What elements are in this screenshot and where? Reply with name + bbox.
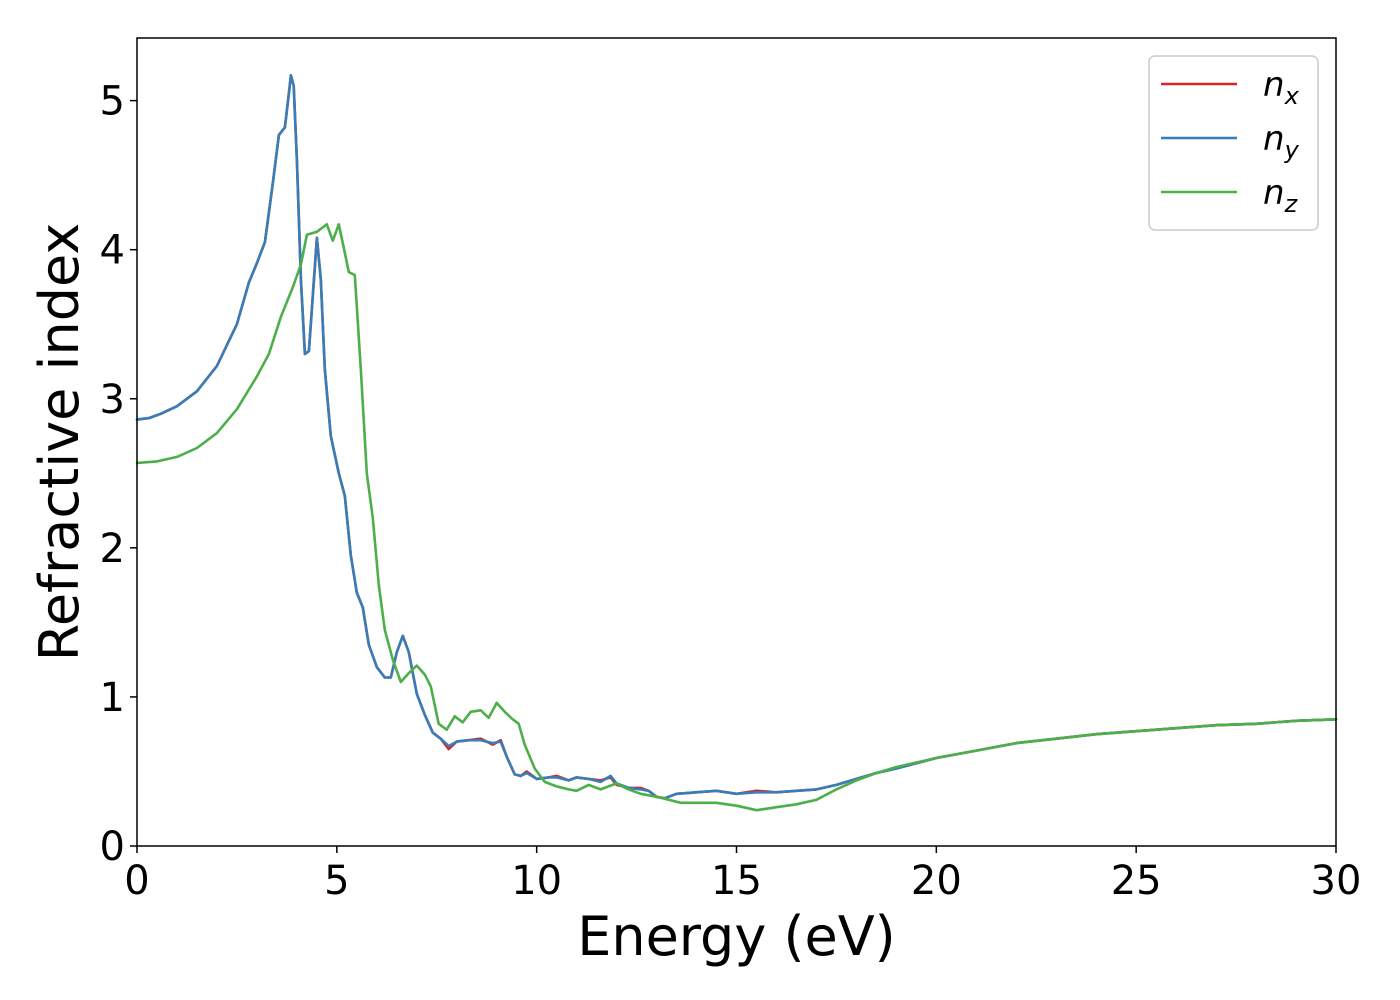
series-line-y [135,74,1338,800]
series-line-z [135,223,1338,812]
legend-label-subscript: y [1284,136,1300,164]
legend-label-main: n [1263,65,1285,105]
legend-label-x: nx [1263,65,1300,110]
x-axis-title: Energy (eV) [577,905,896,968]
y-tick-label: 0 [100,824,125,870]
y-tick-label: 4 [100,228,125,274]
legend-label-z: nz [1263,173,1299,218]
x-tick-label: 0 [124,858,149,904]
legend-label-y: ny [1263,119,1300,164]
x-axis-ticks: 0 5 10 15 20 25 30 [124,846,1361,904]
legend-label-subscript: z [1284,190,1299,218]
x-tick-label: 5 [324,858,349,904]
x-tick-label: 15 [711,858,762,904]
y-tick-label: 2 [100,526,125,572]
x-tick-label: 30 [1311,858,1362,904]
x-tick-label: 25 [1111,858,1162,904]
y-tick-label: 3 [100,377,125,423]
legend-label-main: n [1263,119,1285,159]
y-tick-label: 5 [100,79,125,125]
legend-label-main: n [1263,173,1285,213]
y-axis-ticks: 0 1 2 3 4 5 [100,79,137,870]
y-axis-title: Refractive index [28,223,91,662]
legend-label-subscript: x [1284,82,1300,110]
series-layer [135,74,1338,812]
y-tick-label: 1 [100,675,125,721]
x-tick-label: 10 [511,858,562,904]
x-tick-label: 20 [911,858,962,904]
legend-box [1148,55,1319,231]
